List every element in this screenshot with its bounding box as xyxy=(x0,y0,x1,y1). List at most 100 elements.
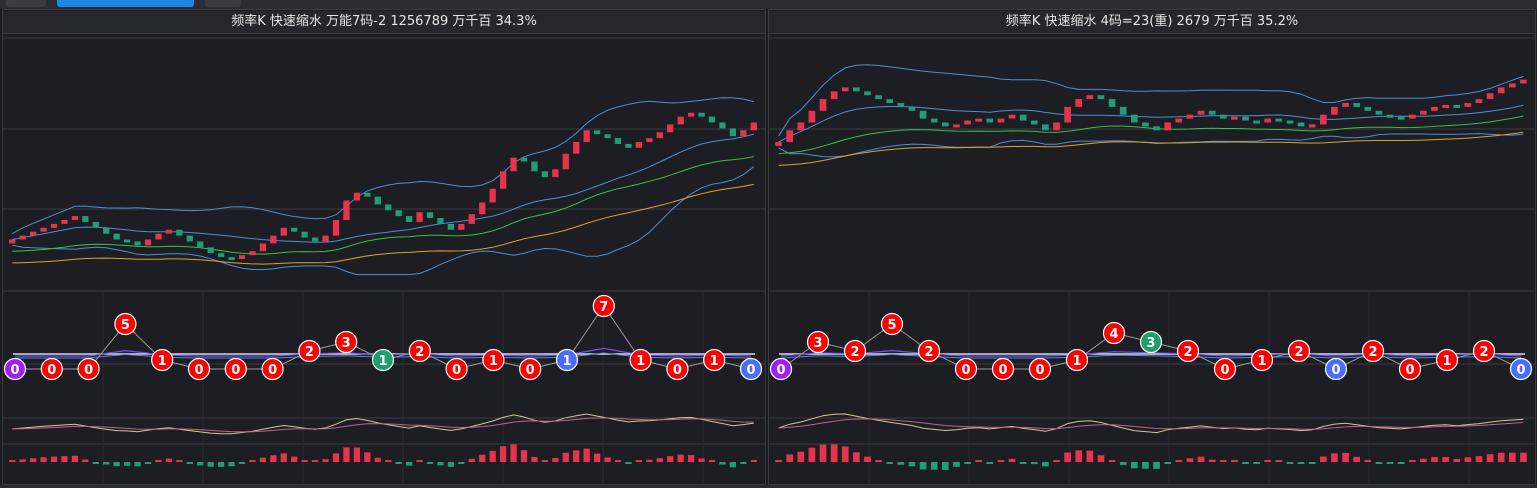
candle xyxy=(249,251,256,256)
candle xyxy=(562,153,569,170)
macd-bar xyxy=(1386,462,1394,464)
digit-ball-label: 0 xyxy=(1405,363,1414,378)
macd-bar xyxy=(646,459,653,462)
candle xyxy=(930,118,938,123)
macd-bar xyxy=(1408,460,1416,462)
digit-ball xyxy=(1213,357,1237,381)
digit-ball-label: 2 xyxy=(924,345,933,360)
ma-line-orange xyxy=(12,183,754,265)
candle xyxy=(1497,87,1505,94)
digit-ball-label: 2 xyxy=(1183,345,1192,360)
signal-line xyxy=(778,418,1524,430)
digit-ball-label: 0 xyxy=(673,363,682,378)
candle xyxy=(165,229,173,234)
candle xyxy=(1186,114,1194,119)
candle xyxy=(819,99,827,111)
macd-bar xyxy=(583,448,590,462)
digit-ball-label: 2 xyxy=(1479,345,1488,360)
candle xyxy=(395,210,402,217)
digit-ball xyxy=(592,294,615,318)
candle xyxy=(1464,103,1472,107)
candle xyxy=(374,196,381,205)
macd-bar xyxy=(1242,462,1249,464)
candle xyxy=(113,233,120,240)
macd-bar xyxy=(259,457,267,462)
digit-ball-label: 0 xyxy=(268,363,277,378)
bollinger-lower xyxy=(12,166,755,276)
candle xyxy=(61,220,68,224)
candle xyxy=(964,120,971,125)
macd-bar xyxy=(1064,452,1071,462)
macd-bar xyxy=(249,460,256,462)
macd-bar xyxy=(1286,462,1294,464)
chart-svg[interactable]: 0 3 2 5 2 0 0 0 1 4 3 2 0 1 2 0 2 0 1 2 0 xyxy=(769,34,1535,484)
digit-ball-label: 0 xyxy=(526,363,535,378)
digit-ball xyxy=(1102,321,1126,345)
macd-bar xyxy=(353,447,361,462)
digit-ball-label: 7 xyxy=(599,300,608,315)
digit-ball-label: 1 xyxy=(636,354,645,369)
macd-bar xyxy=(1030,462,1038,465)
candle xyxy=(1008,114,1016,119)
panel-title: 频率K 快速缩水 4码=23(重) 2679 万千百 35.2% xyxy=(769,11,1535,34)
tab-add[interactable] xyxy=(205,0,241,7)
candle xyxy=(416,212,423,222)
bollinger-upper xyxy=(778,64,1524,137)
digit-ball-label: 4 xyxy=(1109,327,1118,342)
macd-bar xyxy=(797,451,805,462)
macd-bar xyxy=(1319,456,1327,462)
digit-ball xyxy=(629,348,652,372)
bollinger-mid xyxy=(778,104,1524,143)
macd-bar xyxy=(964,462,971,464)
digit-ball-label: 1 xyxy=(562,354,571,369)
candle xyxy=(1520,79,1527,84)
macd-bar xyxy=(270,455,277,462)
digit-ball-label: 2 xyxy=(305,345,314,360)
tab-active[interactable] xyxy=(57,0,194,7)
candle xyxy=(82,216,89,222)
macd-bar xyxy=(1353,456,1361,462)
macd-bar xyxy=(1264,460,1272,462)
macd-bar xyxy=(1364,459,1372,462)
macd-bar xyxy=(750,460,757,462)
macd-bar xyxy=(875,460,882,462)
candle xyxy=(332,220,340,236)
macd-bar xyxy=(897,462,905,465)
candle xyxy=(259,243,267,252)
macd-bar xyxy=(238,462,246,464)
candle xyxy=(1264,118,1272,123)
digit-ball-label: 0 xyxy=(746,363,755,378)
macd-bar xyxy=(186,462,193,464)
candle xyxy=(677,116,684,125)
digit-ball-label: 1 xyxy=(158,354,167,369)
candle xyxy=(1386,114,1394,118)
digit-ball-label: 2 xyxy=(850,345,859,360)
candle xyxy=(40,227,47,232)
candle xyxy=(1420,110,1427,115)
bottom-bar xyxy=(0,485,1537,488)
candle xyxy=(1153,126,1160,131)
candle xyxy=(301,231,308,238)
digit-ball xyxy=(1324,357,1348,381)
tab-icon[interactable] xyxy=(6,0,46,7)
macd-bar xyxy=(364,452,371,462)
macd-bar xyxy=(9,460,16,462)
candle xyxy=(1397,116,1405,120)
candle xyxy=(123,239,131,243)
macd-bar xyxy=(468,458,475,462)
digit-ball xyxy=(482,348,505,372)
macd-bar xyxy=(228,462,235,467)
digit-ball-label: 0 xyxy=(1516,363,1525,378)
candle xyxy=(1119,106,1127,115)
macd-bar xyxy=(864,456,871,462)
macd-bar xyxy=(830,444,838,462)
digit-ball xyxy=(954,357,978,381)
candle xyxy=(1130,114,1138,123)
macd-bar xyxy=(1164,462,1172,464)
candle xyxy=(740,130,747,137)
digit-ball xyxy=(1509,357,1533,381)
macd-bar xyxy=(997,460,1005,462)
candle xyxy=(458,223,465,230)
digit-ball xyxy=(40,357,63,381)
